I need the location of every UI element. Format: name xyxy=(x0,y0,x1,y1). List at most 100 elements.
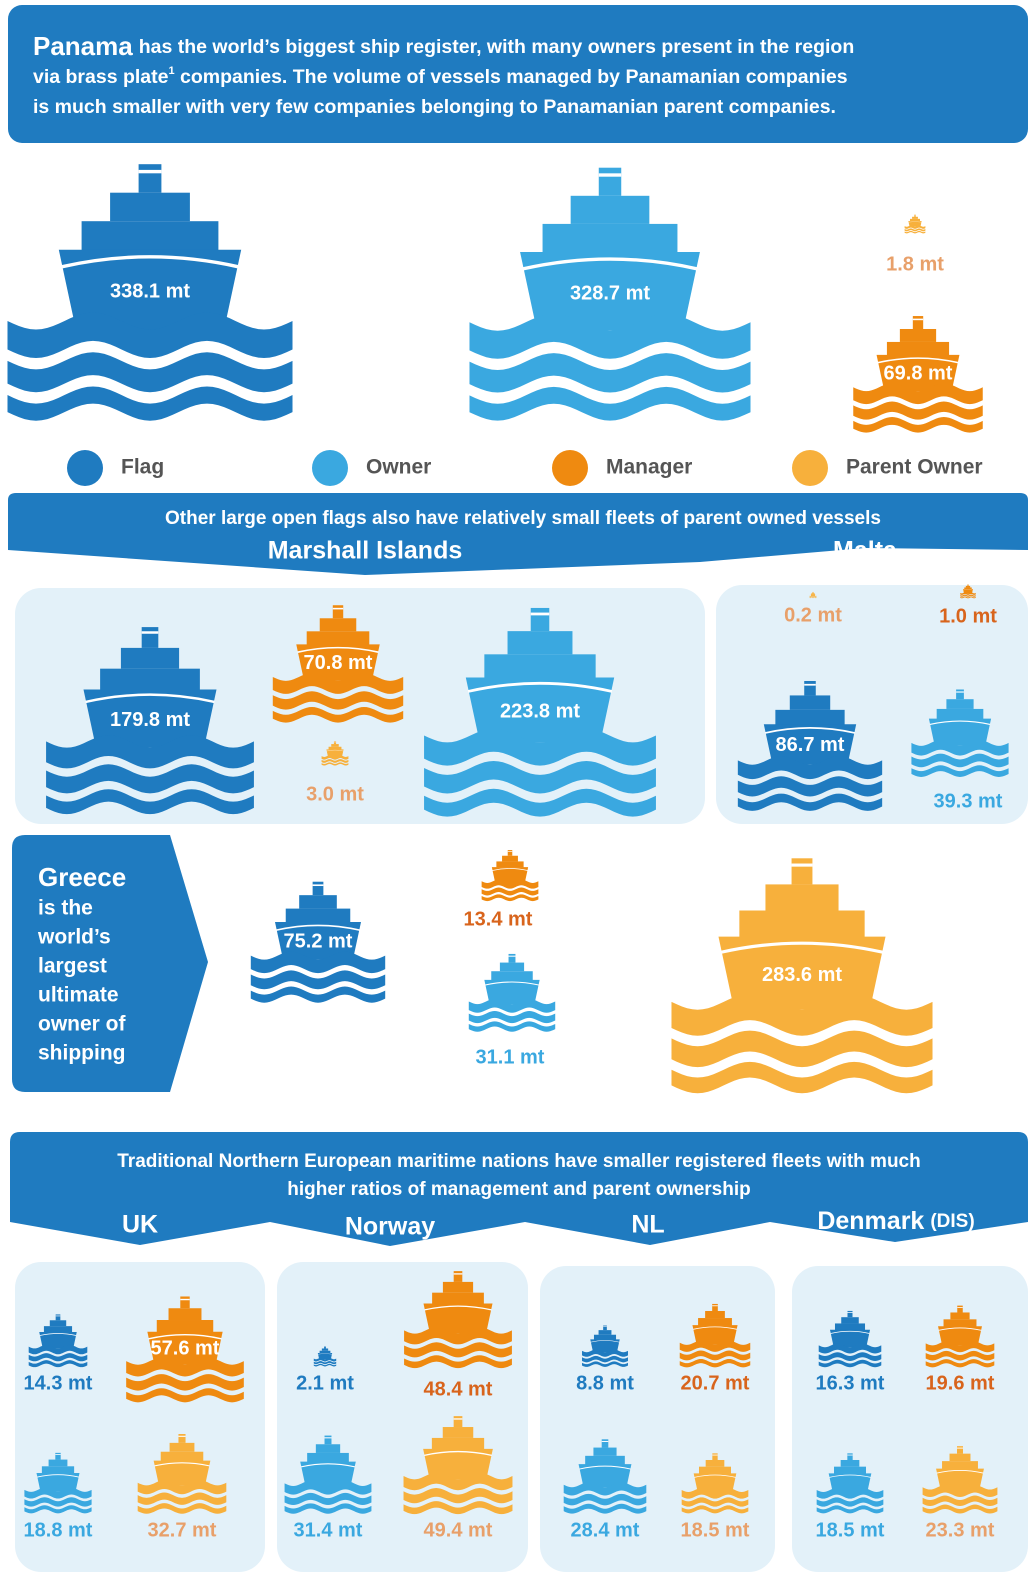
ship-deck xyxy=(950,1312,969,1319)
greece-text: largest xyxy=(38,955,107,978)
ship-deck xyxy=(790,695,830,709)
ship-funnel-stripe xyxy=(333,608,343,610)
ship-funnel xyxy=(712,1304,718,1311)
value-label: 14.3 mt xyxy=(24,1372,93,1394)
ship-deck xyxy=(307,631,370,645)
ship-deck xyxy=(286,909,351,923)
ship-funnel-stripe xyxy=(531,613,550,616)
ship-deck xyxy=(593,1448,616,1456)
wave xyxy=(671,1031,932,1068)
greece-text: is the xyxy=(38,897,93,920)
ship-funnel xyxy=(792,858,813,884)
ship-deck xyxy=(496,861,523,867)
ship-funnel xyxy=(325,1436,332,1445)
group-name: Marshall Islands xyxy=(268,537,463,565)
value-label: 23.3 mt xyxy=(926,1519,995,1541)
ship-funnel-stripe xyxy=(804,684,816,686)
ship-deck xyxy=(299,895,337,908)
ship-funnel-stripe xyxy=(792,864,813,867)
ship-deck xyxy=(157,1320,213,1332)
ship-deck xyxy=(812,593,814,594)
value-label: 179.8 mt xyxy=(110,709,190,731)
ship-funnel-stripe xyxy=(454,1418,463,1419)
ship-deck xyxy=(331,744,339,747)
greece-text: world’s xyxy=(37,926,111,949)
ship-funnel xyxy=(813,592,814,593)
wave xyxy=(469,1011,555,1023)
intro-line: Panama has the world’s biggest ship regis… xyxy=(33,31,854,61)
value-label: 3.0 mt xyxy=(306,783,364,805)
ship-funnel-stripe xyxy=(508,851,513,852)
legend-label: Flag xyxy=(121,456,164,479)
value-label: 338.1 mt xyxy=(110,281,190,303)
greece-text: owner of xyxy=(38,1013,127,1036)
value-label: 328.7 mt xyxy=(570,282,650,304)
legend-swatch xyxy=(67,450,103,486)
ship-deck xyxy=(443,1282,473,1293)
value-label: 0.2 mt xyxy=(784,604,842,626)
ship-funnel-stripe xyxy=(599,173,621,176)
value-label: 20.7 mt xyxy=(681,1372,750,1394)
ship-funnel xyxy=(324,1346,326,1348)
ship-funnel xyxy=(454,1416,463,1427)
group-name-main: Denmark xyxy=(817,1207,924,1235)
legend-label: Parent Owner xyxy=(846,456,983,479)
ship xyxy=(482,850,539,901)
value-label: 39.3 mt xyxy=(934,790,1003,812)
value-label: 16.3 mt xyxy=(816,1372,885,1394)
ship-deck xyxy=(82,221,219,251)
value-label: 1.8 mt xyxy=(886,253,944,275)
intro-text: companies. The volume of vessels managed… xyxy=(175,66,848,88)
intro-text: has the world’s biggest ship register, w… xyxy=(139,36,855,58)
ship-deck xyxy=(841,1460,860,1467)
value-label: 28.4 mt xyxy=(571,1519,640,1541)
ship-deck xyxy=(44,1326,72,1332)
ship-deck xyxy=(835,1323,865,1330)
ship-deck xyxy=(50,1320,66,1326)
ship-funnel xyxy=(56,1314,61,1320)
ship-funnel-stripe xyxy=(913,319,923,321)
ship-deck xyxy=(42,1466,74,1473)
ship-funnel xyxy=(847,1311,852,1317)
ship-funnel-stripe xyxy=(956,691,964,692)
intro-text: via brass plate xyxy=(33,66,169,88)
ship-deck xyxy=(121,648,179,669)
ship-deck xyxy=(543,224,678,254)
ship-funnel xyxy=(847,1453,852,1460)
intro-lead: Panama xyxy=(33,31,133,61)
section-title: Traditional Northern European maritime n… xyxy=(117,1151,920,1172)
ship-funnel xyxy=(913,316,923,329)
value-label: 57.6 mt xyxy=(151,1338,220,1360)
value-label: 19.6 mt xyxy=(926,1372,995,1394)
ship-deck xyxy=(966,586,970,588)
ship-funnel xyxy=(599,168,621,196)
value-label: 13.4 mt xyxy=(464,908,533,930)
ship-deck xyxy=(937,709,984,719)
wave xyxy=(853,402,982,420)
ship-funnel xyxy=(178,1434,185,1443)
ship-deck xyxy=(100,669,200,691)
ship-funnel-stripe xyxy=(56,1316,61,1317)
intro-line: via brass plate1 companies. The volume o… xyxy=(33,65,848,88)
ship-funnel xyxy=(508,850,513,856)
legend-label: Manager xyxy=(606,456,692,479)
wave xyxy=(905,228,926,231)
group-name: Malta xyxy=(833,537,898,565)
ship-deck xyxy=(942,1461,978,1469)
group-name: NL xyxy=(631,1211,664,1239)
legend-swatch xyxy=(552,450,588,486)
ship-deck xyxy=(432,1438,484,1449)
value-label: 31.1 mt xyxy=(476,1046,545,1068)
ship-funnel-stripe xyxy=(55,1454,60,1455)
ship-funnel xyxy=(603,1326,607,1331)
ship-funnel xyxy=(712,1453,717,1460)
legend-label: Owner xyxy=(366,456,431,479)
group-name-suffix: (DIS) xyxy=(930,1211,974,1232)
group-name: UK xyxy=(122,1211,158,1239)
ship-deck xyxy=(594,1335,616,1340)
ship-deck xyxy=(699,1467,731,1474)
wave xyxy=(251,970,385,989)
ship-deck xyxy=(170,1443,195,1452)
ship-deck xyxy=(706,1460,725,1467)
ship-deck xyxy=(49,1460,68,1467)
